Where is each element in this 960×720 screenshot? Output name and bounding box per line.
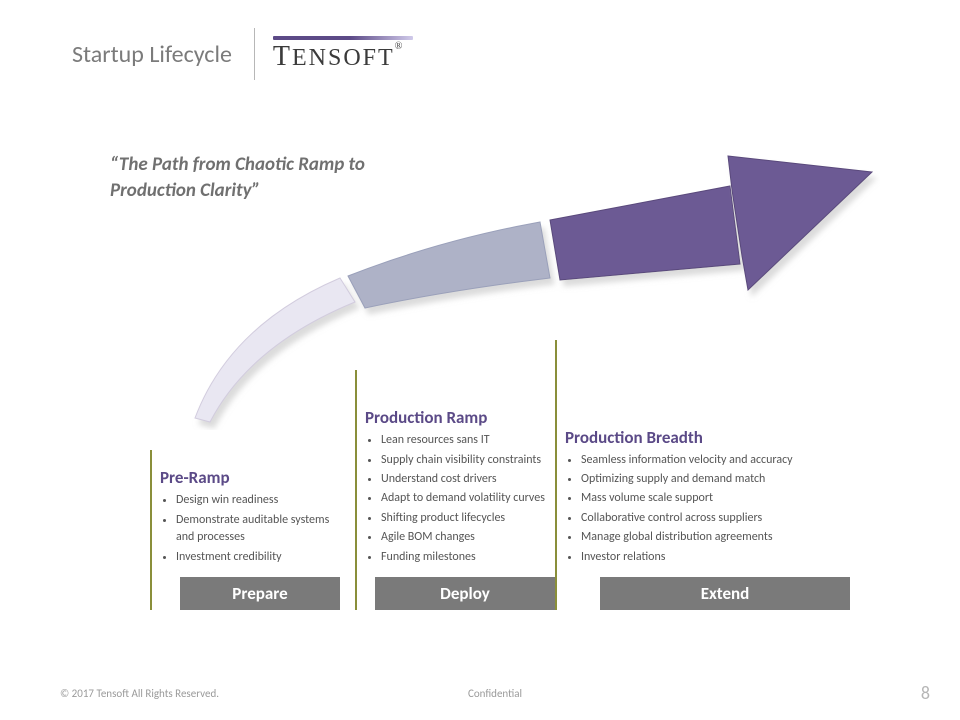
phase-label: Deploy [375,577,555,610]
phase-bullets: Lean resources sans IT Supply chain visi… [365,432,555,566]
bullet: Agile BOM changes [381,529,555,546]
logo-bar-icon [273,36,413,40]
bullet: Demonstrate auditable systems and proces… [176,512,340,547]
slide-footer: © 2017 Tensoft All Rights Reserved. Conf… [60,682,930,704]
bullet: Shifting product lifecycles [381,510,555,527]
bullet: Seamless information velocity and accura… [581,452,855,469]
phase-title: Production Ramp [365,407,555,428]
phase-label: Prepare [180,577,340,610]
slide-header: Startup Lifecycle TENSOFT® [72,28,413,80]
bullet: Mass volume scale support [581,490,855,507]
phase-bullets: Seamless information velocity and accura… [565,452,855,566]
slide-title: Startup Lifecycle [72,40,254,69]
arrow-head-icon [728,156,872,290]
phase-title: Production Breadth [565,427,855,448]
bullet: Optimizing supply and demand match [581,471,855,488]
footer-confidential: Confidential [60,687,930,700]
bullet: Manage global distribution agreements [581,529,855,546]
logo-text: TENSOFT® [273,41,404,73]
bullet: Investor relations [581,549,855,566]
phase-title: Pre-Ramp [160,467,340,488]
phase-columns: Pre-Ramp Design win readiness Demonstrat… [150,340,910,610]
phase-deploy: Production Ramp Lean resources sans IT S… [355,370,555,610]
phase-bullets: Design win readiness Demonstrate auditab… [160,492,340,566]
bullet: Understand cost drivers [381,471,555,488]
bullet: Lean resources sans IT [381,432,555,449]
bullet: Adapt to demand volatility curves [381,490,555,507]
arrow-seg-deploy [348,222,550,308]
bullet: Collaborative control across suppliers [581,510,855,527]
phase-extend: Production Breadth Seamless information … [555,340,885,610]
bullet: Design win readiness [176,492,340,509]
phase-prepare: Pre-Ramp Design win readiness Demonstrat… [150,450,340,610]
bullet: Funding milestones [381,549,555,566]
arrow-seg-extend [550,186,740,280]
bullet: Investment credibility [176,549,340,566]
header-divider [254,28,255,80]
tensoft-logo: TENSOFT® [273,36,413,73]
phase-label: Extend [600,577,850,610]
bullet: Supply chain visibility constraints [381,452,555,469]
